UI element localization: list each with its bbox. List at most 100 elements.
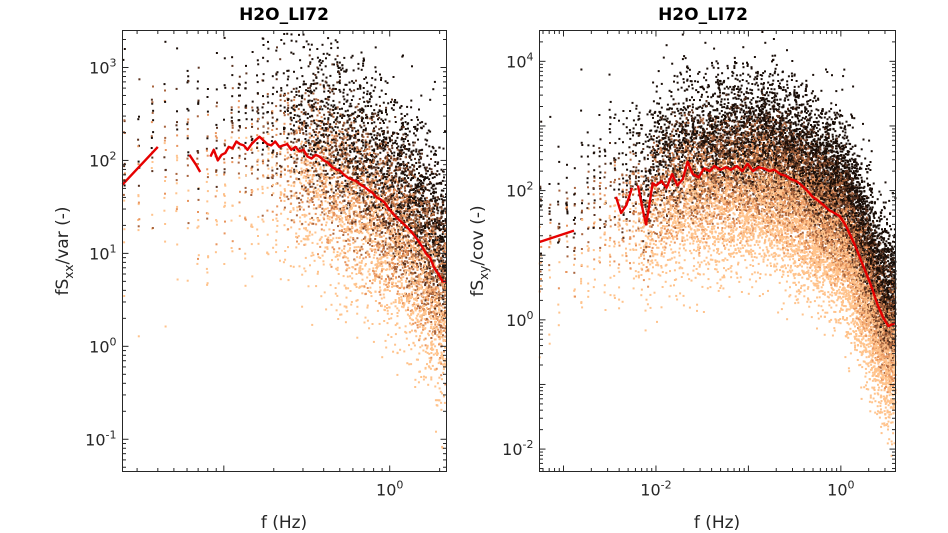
scatter-point — [343, 135, 346, 138]
scatter-point — [374, 263, 377, 266]
scatter-point — [319, 166, 322, 169]
scatter-point — [275, 78, 278, 81]
scatter-point — [407, 200, 409, 203]
scatter-point — [296, 77, 299, 80]
scatter-point — [286, 78, 289, 81]
scatter-point — [378, 95, 381, 98]
scatter-point — [319, 204, 322, 207]
scatter-point — [410, 240, 413, 243]
scatter-point — [378, 174, 381, 177]
scatter-point — [380, 297, 383, 300]
scatter-point — [319, 173, 322, 176]
scatter-point — [402, 171, 405, 174]
scatter-point — [230, 111, 233, 114]
scatter-point — [384, 250, 387, 253]
scatter-point — [354, 120, 357, 123]
scatter-point — [300, 167, 303, 170]
scatter-point — [416, 129, 418, 132]
scatter-point — [353, 121, 356, 124]
scatter-point — [418, 325, 421, 328]
scatter-point — [138, 115, 140, 118]
scatter-point — [335, 122, 338, 125]
scatter-point — [311, 106, 314, 109]
scatter-point — [295, 246, 298, 249]
scatter-point — [317, 132, 320, 135]
scatter-point — [230, 106, 233, 109]
scatter-point — [368, 234, 371, 237]
scatter-point — [391, 236, 394, 239]
scatter-point — [397, 280, 400, 283]
scatter-point — [394, 251, 397, 254]
scatter-point — [347, 164, 350, 167]
scatter-point — [371, 136, 373, 139]
scatter-point — [333, 141, 336, 144]
scatter-point — [402, 146, 405, 149]
scatter-point — [187, 189, 190, 192]
scatter-point — [362, 198, 365, 201]
scatter-point — [374, 125, 377, 128]
scatter-point — [416, 326, 419, 329]
scatter-point — [353, 146, 356, 149]
scatter-point — [356, 192, 359, 195]
scatter-point — [152, 131, 155, 134]
scatter-point — [350, 56, 353, 59]
scatter-point — [420, 226, 423, 229]
scatter-point — [376, 147, 379, 150]
scatter-point — [358, 195, 361, 198]
scatter-point — [408, 315, 411, 318]
scatter-point — [362, 144, 365, 147]
scatter-point — [386, 207, 389, 210]
scatter-point — [327, 148, 330, 151]
scatter-point — [332, 109, 335, 112]
scatter-point — [346, 99, 349, 102]
scatter-point — [301, 201, 304, 204]
scatter-point — [414, 190, 417, 192]
scatter-point — [418, 252, 421, 254]
scatter-point — [388, 290, 391, 292]
scatter-point — [261, 185, 264, 188]
scatter-point — [422, 202, 424, 205]
scatter-point — [186, 174, 189, 177]
scatter-point — [343, 239, 346, 242]
scatter-point — [287, 107, 290, 109]
scatter-point — [370, 145, 373, 148]
scatter-point — [412, 175, 415, 178]
scatter-point — [355, 185, 358, 188]
scatter-point — [396, 148, 399, 151]
scatter-point — [367, 242, 369, 244]
scatter-point — [340, 137, 343, 140]
scatter-point — [359, 87, 362, 90]
scatter-point — [399, 248, 401, 251]
scatter-point — [342, 157, 345, 160]
scatter-point — [401, 246, 404, 249]
scatter-point — [331, 259, 333, 262]
scatter-point — [377, 258, 380, 261]
scatter-point — [358, 214, 361, 216]
scatter-point — [386, 130, 389, 133]
scatter-point — [386, 185, 389, 188]
scatter-point — [377, 194, 380, 196]
scatter-point — [400, 183, 403, 186]
scatter-point — [315, 119, 318, 122]
scatter-point — [353, 136, 356, 139]
scatter-point — [413, 283, 416, 286]
scatter-point — [321, 180, 324, 183]
scatter-point — [397, 187, 400, 190]
scatter-point — [296, 138, 299, 141]
scatter-point — [417, 273, 420, 276]
scatter-point — [338, 81, 341, 83]
scatter-point — [405, 207, 407, 210]
scatter-point — [361, 171, 364, 174]
scatter-point — [326, 201, 329, 204]
scatter-point — [272, 183, 274, 186]
scatter-point — [348, 134, 351, 137]
scatter-point — [384, 180, 387, 183]
scatter-point — [360, 210, 363, 213]
scatter-point — [363, 124, 366, 127]
scatter-point — [385, 238, 387, 241]
scatter-point — [342, 234, 345, 236]
scatter-point — [237, 161, 240, 164]
scatter-point — [336, 255, 339, 258]
scatter-point — [416, 265, 419, 268]
scatter-point — [197, 99, 200, 102]
